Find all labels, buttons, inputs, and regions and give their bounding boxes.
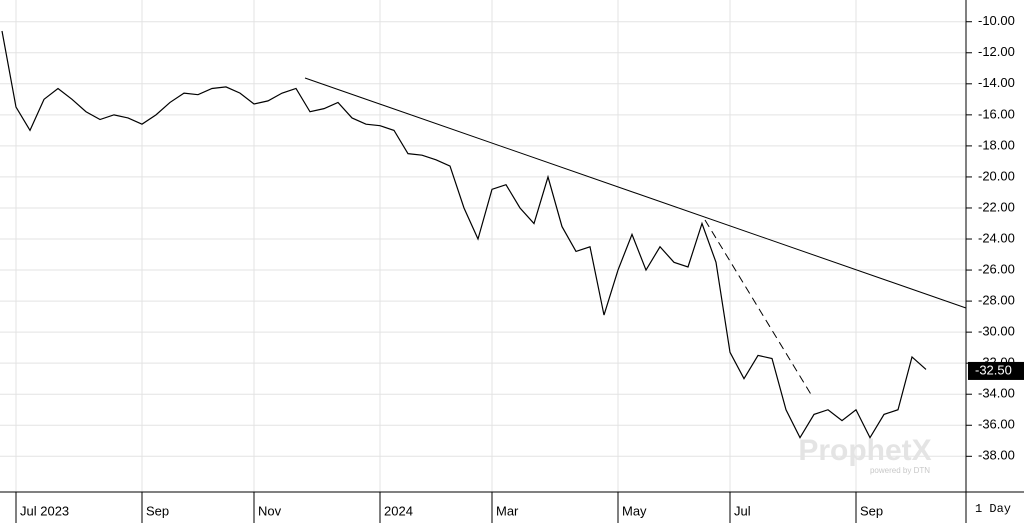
- price-line: [1, 30, 927, 439]
- y-tick-label: -38.00: [978, 448, 1015, 463]
- x-tick-label: Sep: [146, 503, 169, 518]
- y-tick-label: -30.00: [978, 324, 1015, 339]
- watermark: ProphetX: [798, 434, 931, 467]
- x-tick-label: Sep: [860, 503, 883, 518]
- y-tick-label: -14.00: [978, 75, 1015, 90]
- x-tick-label: Nov: [258, 503, 282, 518]
- x-tick-label: Jul 2023: [20, 503, 69, 518]
- y-tick-label: -20.00: [978, 168, 1015, 183]
- y-tick-label: -28.00: [978, 293, 1015, 308]
- y-tick-label: -16.00: [978, 106, 1015, 121]
- trend-line-dashed: [704, 219, 813, 397]
- x-tick-label: Jul: [734, 503, 751, 518]
- y-tick-label: -26.00: [978, 261, 1015, 276]
- last-price-box: [968, 361, 1024, 380]
- interval-label: 1 Day: [975, 502, 1011, 516]
- watermark-sub: powered by DTN: [870, 466, 930, 475]
- y-tick-label: -36.00: [978, 417, 1015, 432]
- y-tick-label: -10.00: [978, 13, 1015, 28]
- y-tick-label: -24.00: [978, 230, 1015, 245]
- x-tick-label: Mar: [496, 503, 519, 518]
- last-price-label: -32.50: [975, 362, 1012, 377]
- plot-area: [0, 0, 966, 492]
- trend-line: [304, 77, 967, 309]
- x-tick-label: 2024: [384, 503, 413, 518]
- y-tick-label: -12.00: [978, 44, 1015, 59]
- y-tick-label: -22.00: [978, 199, 1015, 214]
- x-tick-label: May: [622, 503, 647, 518]
- y-tick-label: -18.00: [978, 137, 1015, 152]
- y-tick-label: -34.00: [978, 386, 1015, 401]
